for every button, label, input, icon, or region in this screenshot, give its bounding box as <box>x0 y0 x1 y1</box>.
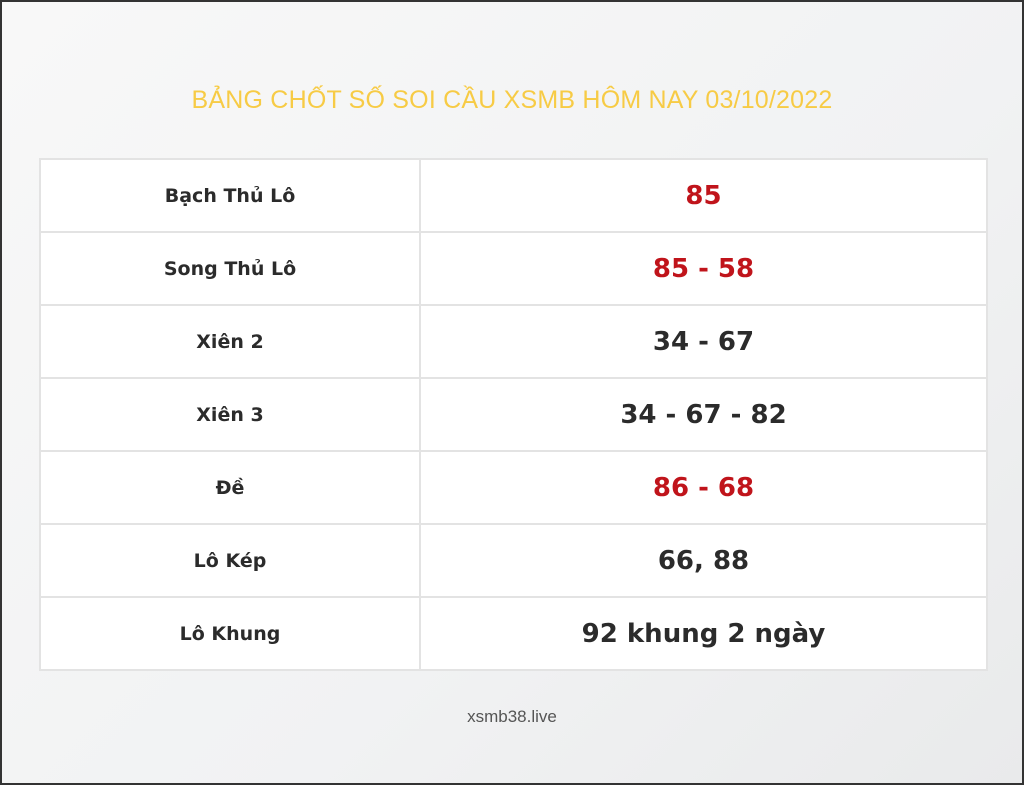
row-label: Lô Kép <box>39 523 421 598</box>
row-label: Bạch Thủ Lô <box>39 158 421 233</box>
table-row: Lô Khung 92 khung 2 ngày <box>39 596 988 671</box>
prediction-table: Bạch Thủ Lô 85 Song Thủ Lô 85 - 58 Xiên 2 34 … <box>39 158 988 671</box>
table-row: Song Thủ Lô 85 - 58 <box>39 231 988 306</box>
row-value: 66, 88 <box>419 523 988 598</box>
row-value: 34 - 67 <box>419 304 988 379</box>
row-label: Đề <box>39 450 421 525</box>
row-label: Song Thủ Lô <box>39 231 421 306</box>
table-row: Bạch Thủ Lô 85 <box>39 158 988 233</box>
row-value: 85 - 58 <box>419 231 988 306</box>
row-label: Xiên 3 <box>39 377 421 452</box>
table-row: Đề 86 - 68 <box>39 450 988 525</box>
row-value: 85 <box>419 158 988 233</box>
row-label: Lô Khung <box>39 596 421 671</box>
site-watermark: xsmb38.live <box>467 707 557 726</box>
row-value: 92 khung 2 ngày <box>419 596 988 671</box>
table-row: Xiên 3 34 - 67 - 82 <box>39 377 988 452</box>
row-label: Xiên 2 <box>39 304 421 379</box>
page-title: BẢNG CHỐT SỐ SOI CẦU XSMB HÔM NAY 03/10/… <box>191 86 833 114</box>
row-value: 34 - 67 - 82 <box>419 377 988 452</box>
row-value: 86 - 68 <box>419 450 988 525</box>
table-row: Lô Kép 66, 88 <box>39 523 988 598</box>
table-row: Xiên 2 34 - 67 <box>39 304 988 379</box>
